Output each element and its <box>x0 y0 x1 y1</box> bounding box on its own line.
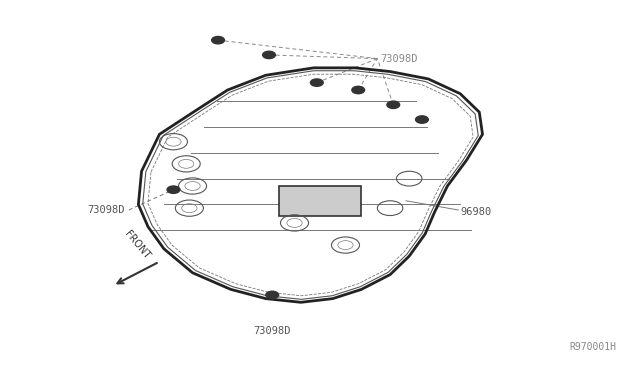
Circle shape <box>352 86 365 94</box>
Text: 96980: 96980 <box>460 207 492 217</box>
Text: 73098D: 73098D <box>253 326 291 336</box>
Circle shape <box>310 79 323 86</box>
Circle shape <box>167 186 180 193</box>
Text: 73098D: 73098D <box>381 54 418 64</box>
Circle shape <box>262 51 275 59</box>
FancyBboxPatch shape <box>278 186 362 215</box>
Text: R970001H: R970001H <box>570 342 616 352</box>
Text: FRONT: FRONT <box>123 228 152 260</box>
Circle shape <box>415 116 428 123</box>
Circle shape <box>266 291 278 299</box>
Circle shape <box>212 36 225 44</box>
Circle shape <box>387 101 399 109</box>
Text: 73098D: 73098D <box>88 205 125 215</box>
